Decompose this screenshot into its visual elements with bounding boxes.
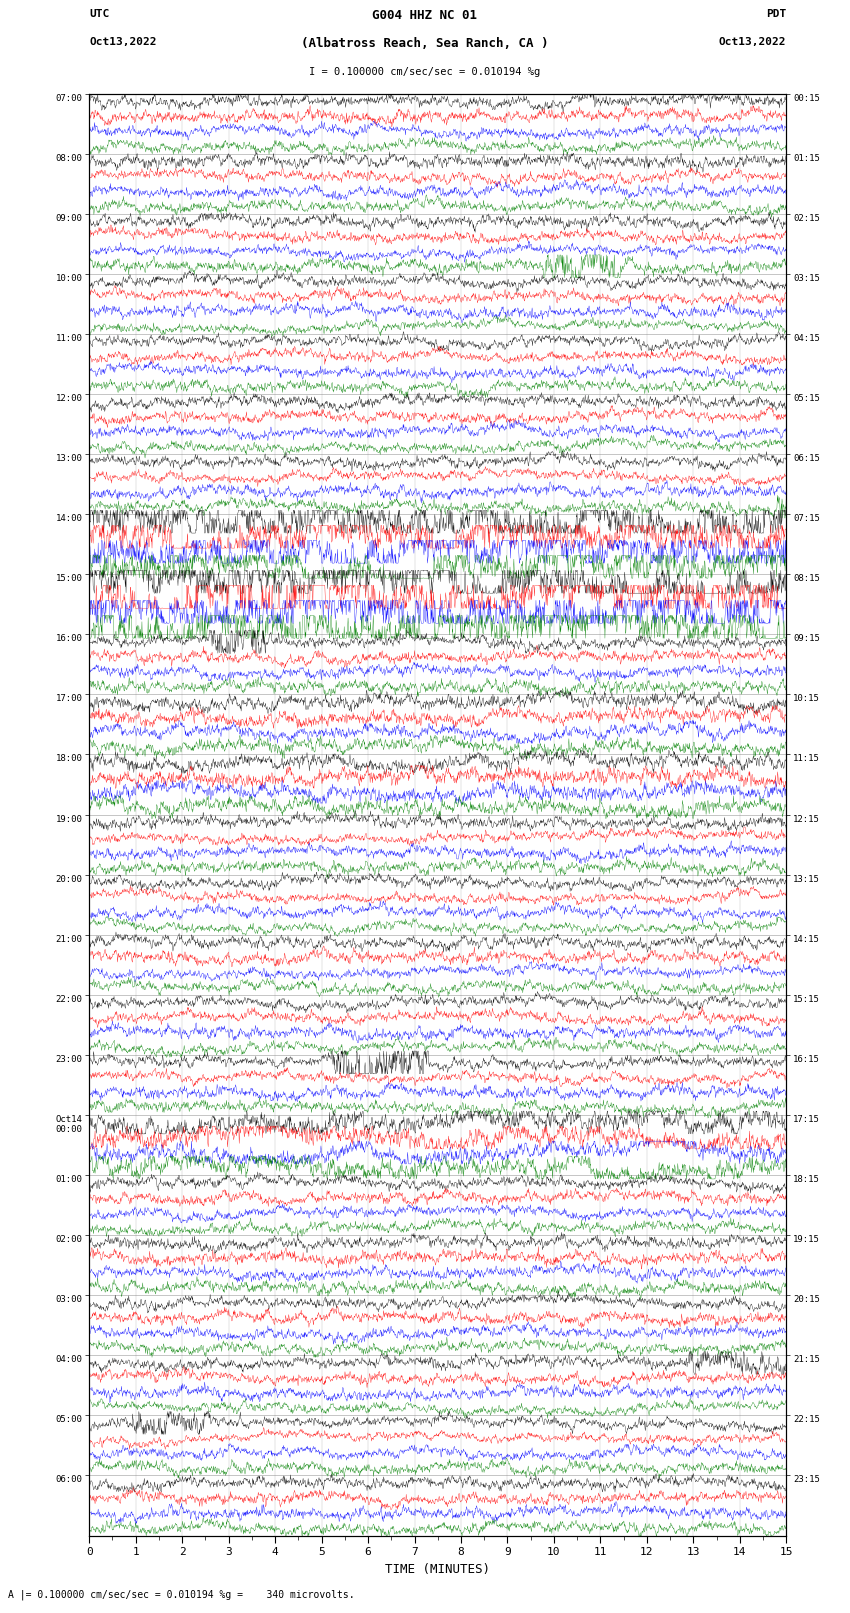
Text: PDT: PDT: [766, 10, 786, 19]
Text: Oct13,2022: Oct13,2022: [719, 37, 786, 47]
Text: I = 0.100000 cm/sec/sec = 0.010194 %g: I = 0.100000 cm/sec/sec = 0.010194 %g: [309, 68, 541, 77]
Text: UTC: UTC: [89, 10, 110, 19]
Text: (Albatross Reach, Sea Ranch, CA ): (Albatross Reach, Sea Ranch, CA ): [301, 37, 549, 50]
Text: G004 HHZ NC 01: G004 HHZ NC 01: [372, 10, 478, 23]
X-axis label: TIME (MINUTES): TIME (MINUTES): [385, 1563, 490, 1576]
Text: A |= 0.100000 cm/sec/sec = 0.010194 %g =    340 microvolts.: A |= 0.100000 cm/sec/sec = 0.010194 %g =…: [8, 1589, 355, 1600]
Text: Oct13,2022: Oct13,2022: [89, 37, 156, 47]
